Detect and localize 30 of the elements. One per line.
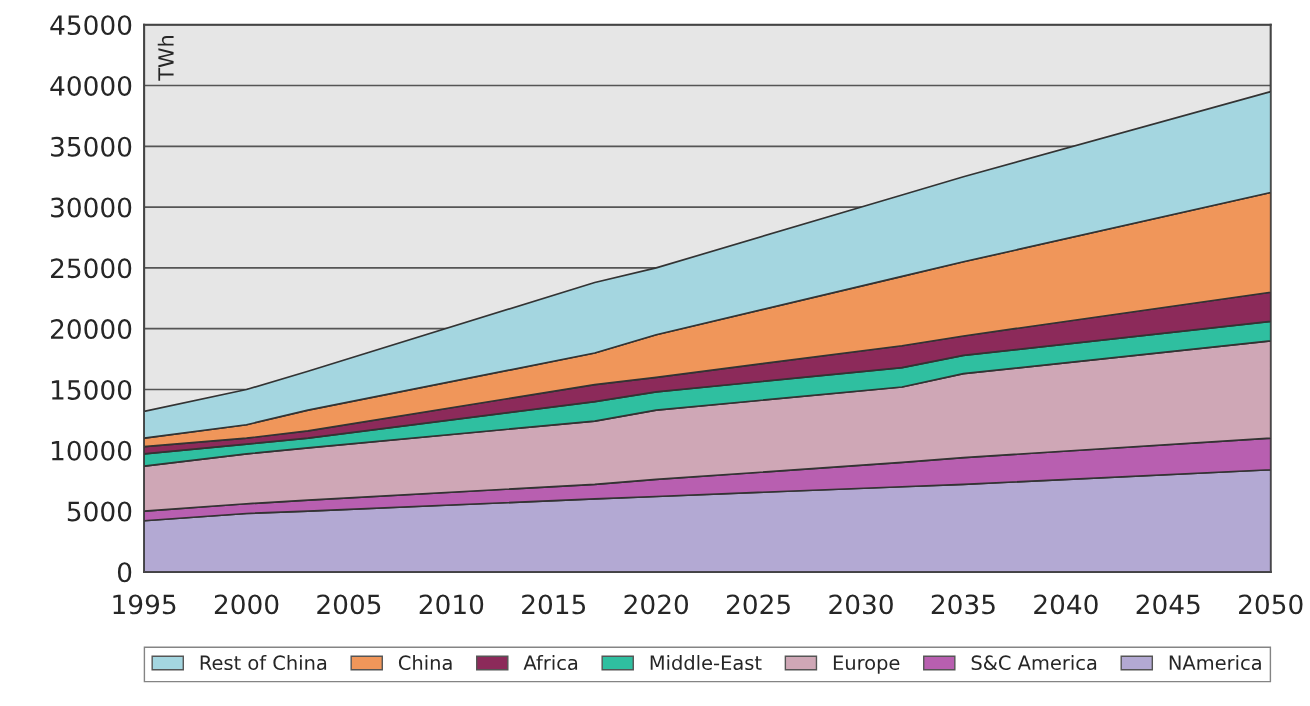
x-tick-label: 2005 bbox=[317, 594, 381, 615]
y-tick-label: 0 bbox=[117, 562, 132, 583]
legend-label: China bbox=[398, 655, 452, 671]
legend-label: Africa bbox=[523, 655, 578, 671]
x-tick-label: 2030 bbox=[829, 594, 893, 615]
y-tick-label: 20000 bbox=[50, 319, 132, 340]
x-tick-label: 2000 bbox=[214, 594, 279, 615]
y-tick-label: 15000 bbox=[51, 379, 132, 400]
x-tick-label: 2010 bbox=[419, 594, 484, 615]
x-tick-label: 2035 bbox=[931, 594, 995, 615]
legend-label: NAmerica bbox=[1169, 655, 1261, 671]
legend-label: S&C America bbox=[971, 655, 1097, 671]
y-tick-label: 40000 bbox=[50, 75, 132, 96]
legend-label: Middle-East bbox=[650, 655, 762, 671]
y-tick-label: 35000 bbox=[51, 136, 132, 157]
x-tick-label: 2025 bbox=[726, 594, 790, 615]
x-tick-label: 2050 bbox=[1239, 594, 1303, 615]
y-tick-label: 30000 bbox=[51, 197, 132, 218]
legend-label: Rest of China bbox=[200, 655, 327, 671]
y-tick-label: 25000 bbox=[50, 258, 132, 279]
x-tick-label: 2015 bbox=[522, 594, 586, 615]
x-tick-label: 2040 bbox=[1034, 594, 1098, 615]
y-axis-title: TWh bbox=[157, 36, 174, 81]
y-tick-label: 45000 bbox=[50, 15, 132, 36]
x-tick-label: 2020 bbox=[624, 594, 689, 615]
x-tick-label: 1995 bbox=[113, 594, 176, 615]
legend-label: Europe bbox=[833, 655, 900, 674]
y-tick-label: 5000 bbox=[67, 501, 132, 522]
y-tick-label: 10000 bbox=[51, 440, 132, 461]
x-tick-label: 2045 bbox=[1136, 594, 1200, 615]
